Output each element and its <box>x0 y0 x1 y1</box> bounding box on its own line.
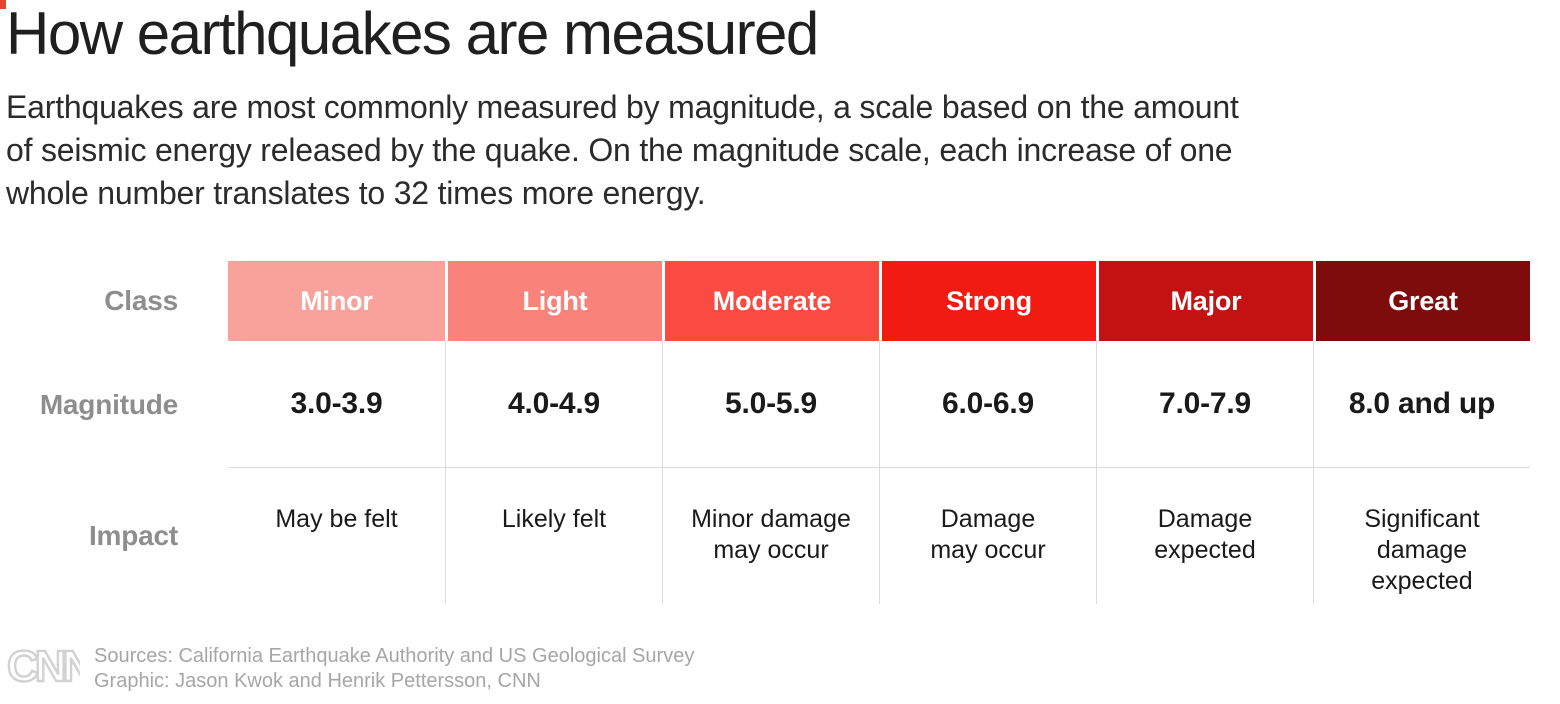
page-title: How earthquakes are measured <box>6 0 819 67</box>
class-cell: Major <box>1096 261 1313 341</box>
class-cell: Moderate <box>662 261 879 341</box>
impact-cell: Damage may occur <box>879 468 1096 604</box>
impact-cell: Likely felt <box>445 468 662 604</box>
magnitude-cell: 4.0-4.9 <box>445 341 662 468</box>
intro-text: Earthquakes are most commonly measured b… <box>6 89 1239 211</box>
magnitude-cell: 8.0 and up <box>1313 341 1530 468</box>
magnitude-cell: 5.0-5.9 <box>662 341 879 468</box>
class-cell: Minor <box>228 261 445 341</box>
magnitude-table: Class Minor Light Moderate Strong Major … <box>0 261 1560 604</box>
footer: CNN Sources: California Earthquake Autho… <box>0 640 1560 694</box>
credit-line: Graphic: Jason Kwok and Henrik Pettersso… <box>94 670 541 692</box>
impact-cell: Significant damage expected <box>1313 468 1530 604</box>
row-label-magnitude: Magnitude <box>39 388 178 420</box>
class-cell: Light <box>445 261 662 341</box>
magnitude-cell: 3.0-3.9 <box>228 341 445 468</box>
header: How earthquakes are measured Earthquakes… <box>0 0 1560 215</box>
magnitude-cell: 6.0-6.9 <box>879 341 1096 468</box>
impact-cell: Damage expected <box>1096 468 1313 604</box>
impact-cell: May be felt <box>275 505 398 533</box>
cnn-logo-icon: CNN <box>6 640 97 694</box>
impact-cell: Minor damage may occur <box>662 468 879 604</box>
row-label-class: Class <box>104 285 178 316</box>
corner-artifact <box>0 0 6 9</box>
sources-line: Sources: California Earthquake Authority… <box>94 645 695 667</box>
magnitude-cell: 7.0-7.9 <box>1096 341 1313 468</box>
credits-block: Sources: California Earthquake Authority… <box>94 644 694 694</box>
svg-text:CNN: CNN <box>7 645 80 689</box>
row-label-impact: Impact <box>88 520 178 551</box>
class-cell: Great <box>1313 261 1530 341</box>
class-cell: Strong <box>879 261 1096 341</box>
